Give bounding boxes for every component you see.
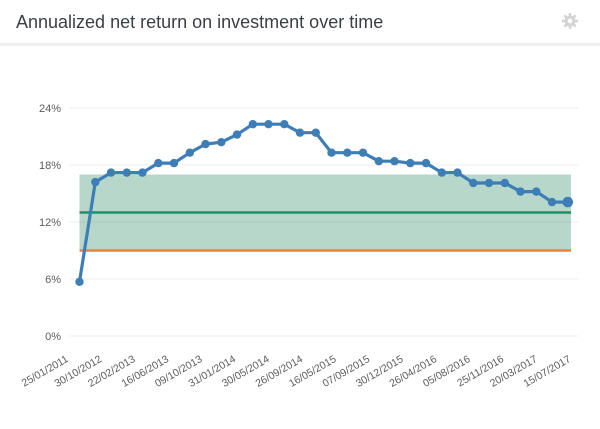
data-point[interactable] <box>169 158 179 168</box>
data-point[interactable] <box>437 168 446 177</box>
data-point[interactable] <box>374 157 383 166</box>
gear-icon[interactable] <box>561 12 579 30</box>
data-point[interactable] <box>75 277 84 286</box>
data-point[interactable] <box>406 158 415 168</box>
data-point[interactable] <box>280 120 289 129</box>
data-point[interactable] <box>217 138 226 147</box>
data-point[interactable] <box>327 148 336 157</box>
data-point[interactable] <box>516 187 525 196</box>
data-point[interactable] <box>484 178 494 188</box>
y-axis-tick-label: 6% <box>45 274 61 286</box>
line-chart[interactable]: 0%6%12%18%24%25/01/201130/10/201222/02/2… <box>0 46 600 429</box>
widget-header: Annualized net return on investment over… <box>0 0 600 46</box>
data-point[interactable] <box>232 130 242 139</box>
data-point[interactable] <box>358 148 368 157</box>
data-point[interactable] <box>469 178 478 188</box>
chart-title: Annualized net return on investment over… <box>16 12 384 32</box>
data-point[interactable] <box>154 158 163 168</box>
data-point[interactable] <box>421 158 431 168</box>
data-point[interactable] <box>185 148 194 157</box>
data-point[interactable] <box>343 148 352 157</box>
y-axis-tick-label: 18% <box>39 160 61 172</box>
data-point[interactable] <box>311 128 320 137</box>
data-point[interactable] <box>453 168 462 177</box>
data-point[interactable] <box>532 187 541 196</box>
data-point[interactable] <box>547 197 557 207</box>
data-point[interactable] <box>264 120 273 129</box>
data-point[interactable] <box>138 168 147 177</box>
data-point[interactable] <box>500 178 509 188</box>
data-point[interactable] <box>201 139 210 149</box>
y-axis-tick-label: 24% <box>39 103 61 115</box>
y-axis-tick-label: 0% <box>45 331 61 343</box>
data-point[interactable] <box>122 168 131 177</box>
data-point[interactable] <box>106 168 116 177</box>
data-point[interactable] <box>248 120 257 129</box>
data-point[interactable] <box>562 196 574 208</box>
data-point[interactable] <box>91 177 100 187</box>
data-point[interactable] <box>390 157 399 166</box>
data-point[interactable] <box>295 128 305 137</box>
y-axis-tick-label: 12% <box>39 217 61 229</box>
